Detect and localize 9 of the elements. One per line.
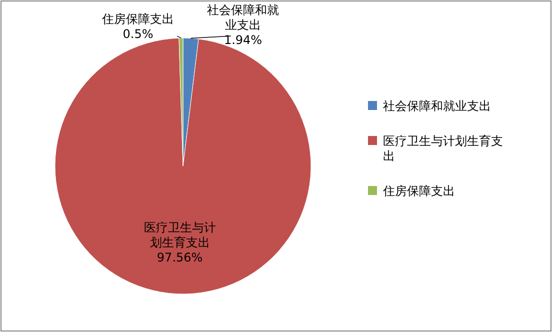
legend-label: 社会保障和就业支出 bbox=[383, 99, 491, 113]
data-label: 1.94% bbox=[224, 33, 262, 47]
data-label: 97.56% bbox=[156, 250, 203, 264]
data-label: 0.5% bbox=[122, 27, 154, 41]
legend-label: 住房保障支出 bbox=[382, 184, 455, 198]
slice-label: 社会保障和就业支出 bbox=[207, 3, 279, 32]
legend-label: 医疗卫生与计划生育支出 bbox=[383, 134, 503, 163]
slice-label: 住房保障支出 bbox=[101, 12, 174, 26]
slice-label: 医疗卫生与计划生育支出 bbox=[144, 220, 216, 250]
